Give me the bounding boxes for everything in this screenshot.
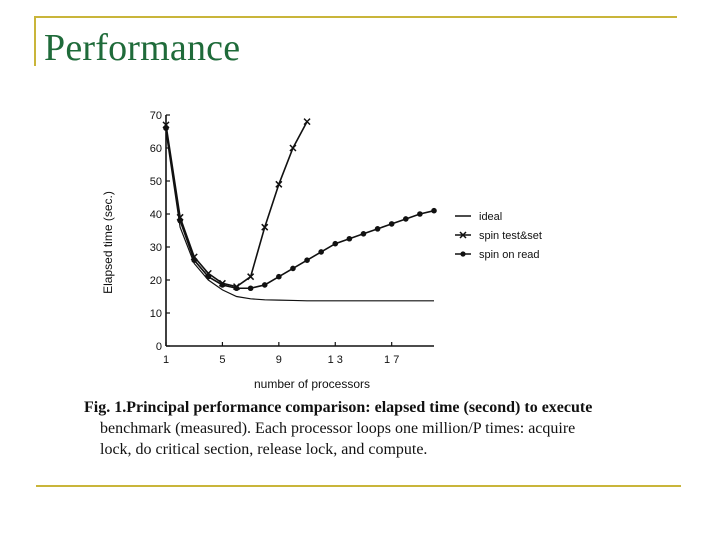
series-2-point-8: [276, 273, 282, 280]
series-line-2: [165, 128, 435, 290]
y-tick-label-60: 60: [150, 143, 162, 155]
caption-line-2: benchmark (measured). Each processor loo…: [100, 420, 576, 437]
y-tick-label-30: 30: [150, 242, 162, 254]
series-2-point-15: [374, 226, 381, 232]
caption-fig-label: Fig. 1.: [84, 399, 127, 416]
series-1-point-6: [247, 273, 255, 281]
x-tick-label-17: 1 7: [384, 354, 399, 366]
series-2-point-13: [346, 235, 353, 242]
x-tick-label-13: 1 3: [328, 354, 343, 366]
x-tick-label-5: 5: [219, 354, 225, 366]
slide-title: Performance: [44, 27, 241, 69]
series-2-point-2: [191, 257, 198, 264]
legend-marker-1: [459, 231, 467, 239]
y-tick-label-40: 40: [150, 209, 162, 221]
legend-label-2: spin on read: [479, 249, 540, 261]
y-tick-label-20: 20: [150, 275, 162, 287]
series-1-point-9: [289, 144, 297, 152]
series-2-point-0: [163, 125, 169, 131]
y-axis-label: Elapsed time (sec.): [101, 191, 115, 294]
series-2-point-11: [318, 249, 324, 255]
series-line-1: [165, 121, 308, 288]
series-2-point-10: [304, 257, 310, 264]
x-tick-label-1: 1: [163, 354, 169, 366]
caption-line-3: lock, do critical section, release lock,…: [100, 441, 428, 458]
caption-line-1: Principal performance comparison: elapse…: [126, 399, 593, 416]
series-line-0: [165, 131, 434, 302]
y-tick-label-70: 70: [150, 110, 162, 122]
series-2-point-16: [388, 221, 395, 227]
series-2-point-1: [177, 217, 183, 224]
series-1-point-7: [261, 223, 269, 231]
series-1-point-8: [275, 180, 283, 188]
left-rule: [34, 16, 36, 66]
y-tick-label-10: 10: [150, 308, 162, 320]
legend-marker-2: [460, 251, 466, 257]
series-1-point-10: [303, 118, 311, 126]
y-tick-label-50: 50: [150, 176, 162, 188]
series-2-point-3: [205, 273, 212, 280]
x-axis-label: number of processors: [254, 377, 370, 391]
series-2-point-9: [290, 265, 296, 272]
series-2-point-12: [332, 240, 339, 247]
series-2-point-18: [417, 211, 423, 217]
series-2-point-17: [402, 216, 409, 222]
series-2-point-19: [431, 207, 437, 214]
x-tick-label-9: 9: [276, 354, 282, 366]
series-2-point-7: [261, 282, 268, 288]
series-2-point-6: [247, 285, 254, 292]
top-rule: [34, 16, 677, 18]
y-tick-label-0: 0: [156, 341, 162, 353]
series-2-point-4: [219, 282, 226, 288]
series-2-point-5: [233, 285, 240, 292]
legend-label-1: spin test&set: [479, 230, 542, 242]
bottom-rule: [36, 485, 681, 487]
figure-caption: Fig. 1.Principal performance comparison:…: [84, 397, 604, 460]
series-2-point-14: [360, 231, 367, 237]
legend-label-0: ideal: [479, 211, 502, 223]
